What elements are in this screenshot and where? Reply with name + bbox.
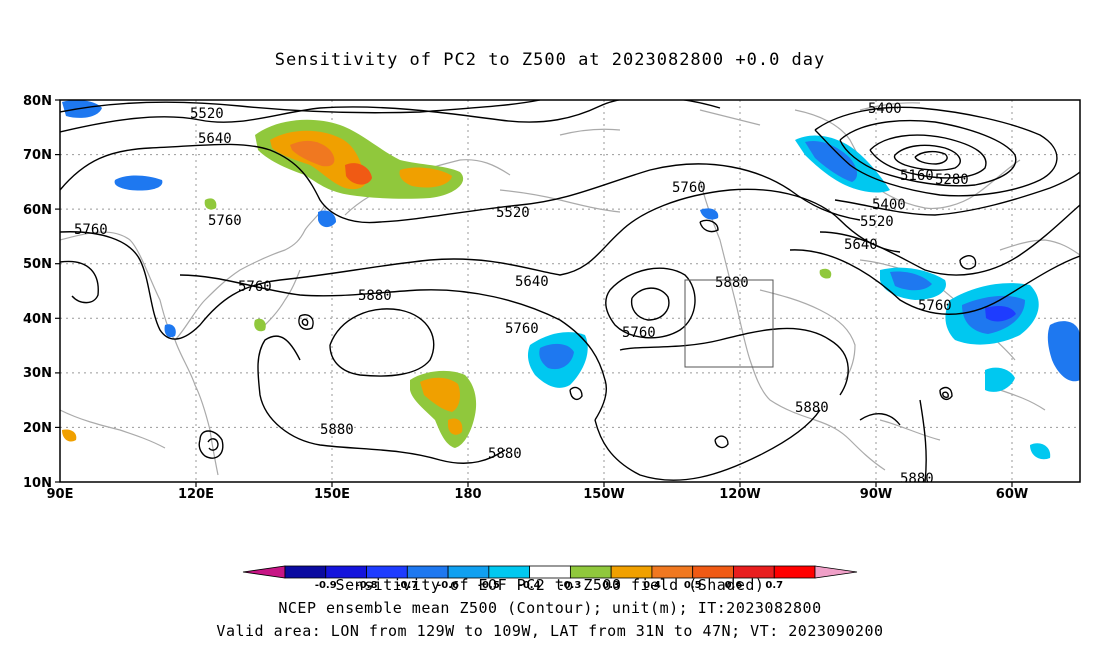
shaded-sensitivity [62,100,1080,460]
contour-label: 5760 [672,180,706,196]
footer-contour-description: NCEP ensemble mean Z500 (Contour); unit(… [278,599,822,617]
contour-label: 5880 [320,422,354,438]
colorbar-tick-label: -0.5 [478,580,500,591]
colorbar-tick-label: 0.7 [765,580,783,591]
map-frame [59,99,1081,483]
lat-tick-label: 40N [23,312,52,327]
contour-label: 5400 [868,101,902,117]
gridlines [60,100,1080,482]
colorbar-tick-label: 0.3 [602,580,620,591]
colorbar-tick-label: -0.4 [519,580,541,591]
contour-label: 5160 [900,168,934,184]
contour-label: 5640 [198,131,232,147]
lat-tick-label: 80N [23,94,52,109]
contour-label: 5280 [935,172,969,188]
colorbar-tick-label: -0.3 [559,580,581,591]
map-title: Sensitivity of PC2 to Z500 at 2023082800… [274,50,826,70]
contour-label: 5760 [74,222,108,238]
colorbar-tick-label: -0.8 [356,580,378,591]
lon-tick-label: 120E [178,487,214,502]
valid-area-box [684,279,774,368]
z500-contours [60,100,1080,482]
colorbar: -0.9 -0.8 -0.7 -0.6 -0.5 -0.4 -0.3 0.3 0.4 0.5 0.6… [242,565,858,591]
contour-label: 5640 [515,274,549,290]
footer-shaded-description: Sensitivity of EOF PC2 to Z500 field (Sh… [335,576,765,594]
contour-labels: 5520 5640 5760 5760 5760 5880 5880 5880 … [74,101,969,487]
colorbar-upper-extension [814,565,858,579]
lon-tick-label: 90W [860,487,892,502]
longitude-axis: 90E 120E 150E 180 150W 120W 90W 60W [47,482,1028,502]
coastlines [60,102,1080,476]
contour-label: 5520 [190,106,224,122]
lon-tick-label: 150W [583,487,624,502]
lat-tick-label: 50N [23,257,52,272]
contour-label: 5400 [872,197,906,213]
colorbar-tick-label: -0.7 [396,580,418,591]
contour-label: 5640 [844,237,878,253]
colorbar-tick-label: -0.9 [315,580,337,591]
contour-label: 5880 [900,471,934,487]
colorbar-tick-label: 0.4 [643,580,661,591]
contour-label: 5760 [208,213,242,229]
lat-tick-label: 10N [23,476,52,491]
lon-tick-label: 60W [996,487,1028,502]
colorbar-tick-label: 0.5 [684,580,702,591]
map-area: 5520 5640 5760 5760 5760 5880 5880 5880 … [60,100,1080,487]
contour-label: 5880 [358,288,392,304]
lon-tick-label: 120W [719,487,760,502]
contour-label: 5520 [860,214,894,230]
colorbar-tick-label: 0.6 [725,580,743,591]
footer-valid-area: Valid area: LON from 129W to 109W, LAT f… [216,622,884,640]
lat-tick-label: 20N [23,421,52,436]
lon-tick-label: 180 [454,487,481,502]
contour-label: 5760 [238,279,272,295]
colorbar-tick-label: -0.6 [437,580,459,591]
lon-tick-label: 150E [314,487,350,502]
lat-tick-label: 60N [23,203,52,218]
contour-label: 5880 [488,446,522,462]
lon-tick-label: 90E [47,487,74,502]
lat-tick-label: 70N [23,148,52,163]
contour-label: 5880 [715,275,749,291]
contour-label: 5760 [918,298,952,314]
contour-label: 5520 [496,205,530,221]
lat-tick-label: 30N [23,366,52,381]
latitude-axis: 80N 70N 60N 50N 40N 30N 20N 10N [23,94,60,491]
contour-label: 5760 [505,321,539,337]
contour-label: 5880 [795,400,829,416]
contour-label: 5760 [622,325,656,341]
